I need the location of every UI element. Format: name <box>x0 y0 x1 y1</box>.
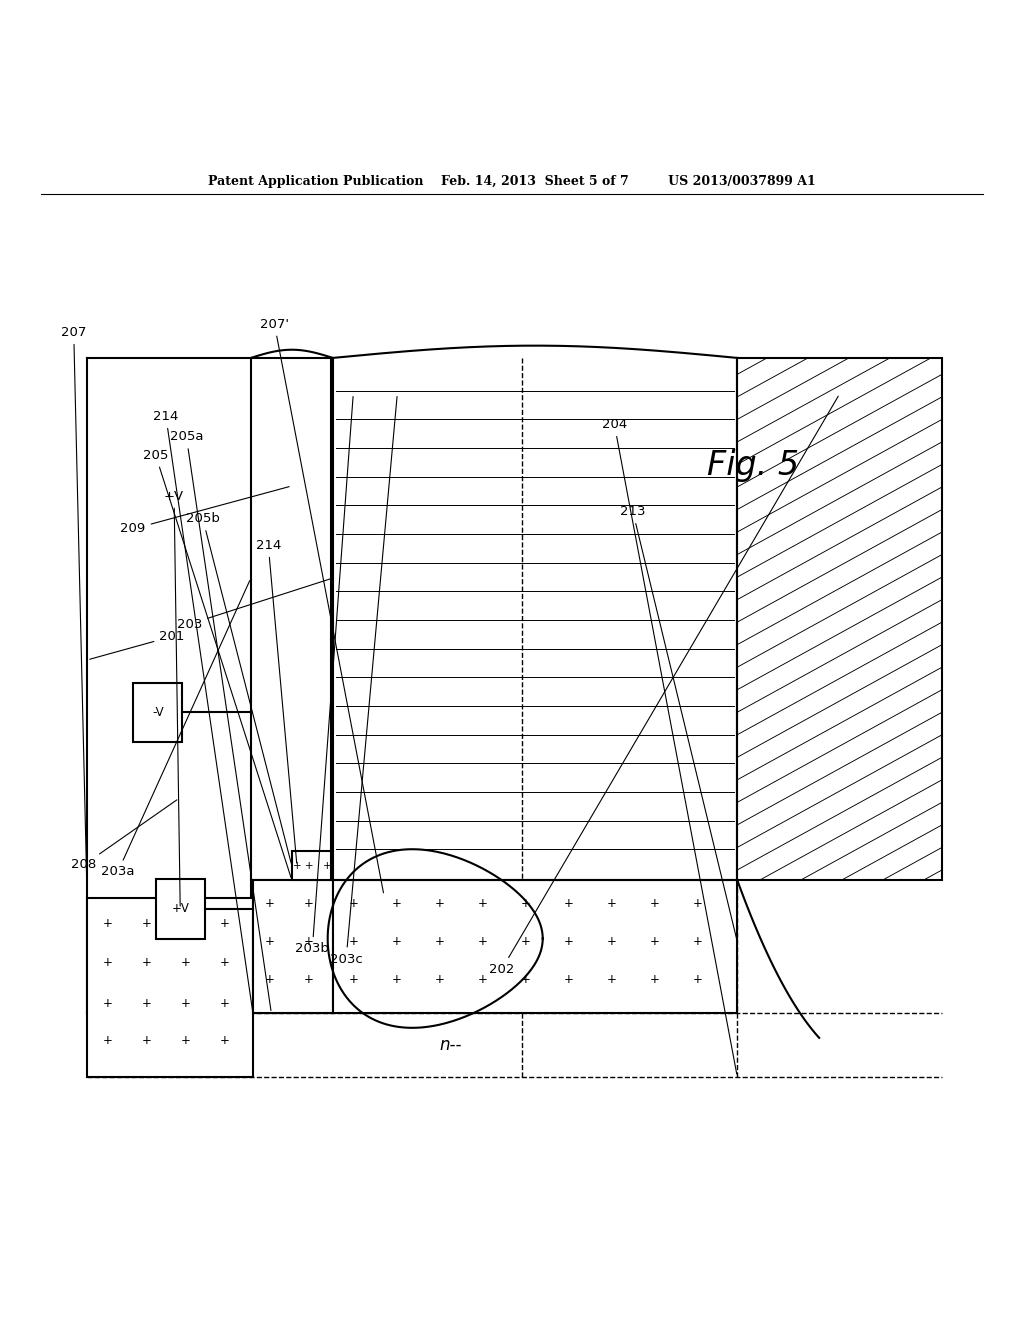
Text: 203: 203 <box>177 579 330 631</box>
Text: +: + <box>391 898 401 911</box>
Text: +: + <box>649 935 659 948</box>
Bar <box>251 358 331 880</box>
Text: 207': 207' <box>260 318 383 892</box>
Text: +: + <box>219 916 229 929</box>
Text: 209: 209 <box>121 487 289 536</box>
Text: +: + <box>391 973 401 986</box>
Bar <box>87 898 253 1077</box>
Bar <box>333 358 737 880</box>
Text: +: + <box>348 973 358 986</box>
Text: + +: + + <box>293 861 313 871</box>
Text: +: + <box>264 935 274 948</box>
Bar <box>737 358 942 880</box>
Text: +: + <box>102 956 113 969</box>
Text: +: + <box>324 861 332 871</box>
Text: +: + <box>563 973 573 986</box>
Text: +: + <box>102 916 113 929</box>
Text: Fig. 5: Fig. 5 <box>707 449 799 482</box>
Text: +: + <box>606 898 616 911</box>
Text: +: + <box>219 1035 229 1048</box>
Text: +: + <box>649 973 659 986</box>
Text: +: + <box>141 916 152 929</box>
Text: +: + <box>520 973 530 986</box>
Text: 214: 214 <box>154 409 253 1011</box>
Text: +: + <box>477 973 487 986</box>
Text: +V: +V <box>171 903 189 915</box>
Text: 203a: 203a <box>101 581 250 879</box>
Text: +: + <box>434 898 444 911</box>
Text: +: + <box>180 997 190 1010</box>
Text: Patent Application Publication    Feb. 14, 2013  Sheet 5 of 7         US 2013/00: Patent Application Publication Feb. 14, … <box>208 176 816 189</box>
Text: 213: 213 <box>621 506 736 939</box>
Text: +: + <box>303 898 313 911</box>
Text: +: + <box>520 935 530 948</box>
Text: 205a: 205a <box>170 430 271 1011</box>
Text: 204: 204 <box>602 418 736 1074</box>
Bar <box>333 880 737 1014</box>
Text: +: + <box>477 935 487 948</box>
Text: +: + <box>303 935 313 948</box>
Text: +: + <box>180 916 190 929</box>
Text: +: + <box>102 997 113 1010</box>
Text: +: + <box>434 935 444 948</box>
Text: +: + <box>141 1035 152 1048</box>
Bar <box>156 879 205 939</box>
Text: +: + <box>520 898 530 911</box>
Text: +V: +V <box>164 490 184 906</box>
Text: -V: -V <box>152 706 164 718</box>
Text: n--: n-- <box>439 1036 462 1055</box>
Text: +: + <box>264 898 274 911</box>
Text: +: + <box>102 1035 113 1048</box>
Text: +: + <box>692 898 702 911</box>
Text: 203b: 203b <box>295 396 353 956</box>
Text: +: + <box>219 956 229 969</box>
Bar <box>133 682 182 742</box>
Text: +: + <box>606 935 616 948</box>
Text: +: + <box>606 973 616 986</box>
Text: +: + <box>434 973 444 986</box>
Text: +: + <box>391 935 401 948</box>
Text: +: + <box>141 956 152 969</box>
Text: +: + <box>219 997 229 1010</box>
Text: +: + <box>649 898 659 911</box>
Text: +: + <box>180 956 190 969</box>
Text: 214: 214 <box>256 539 297 863</box>
Text: 205b: 205b <box>185 512 291 863</box>
Text: 203c: 203c <box>330 396 397 965</box>
Text: +: + <box>141 997 152 1010</box>
Text: +: + <box>692 935 702 948</box>
Text: 207: 207 <box>61 326 87 892</box>
Bar <box>292 851 331 880</box>
Text: +: + <box>348 898 358 911</box>
Text: +: + <box>692 973 702 986</box>
Bar <box>253 880 333 1014</box>
Text: +: + <box>264 973 274 986</box>
Text: +: + <box>348 935 358 948</box>
Bar <box>737 358 942 880</box>
Bar <box>737 358 942 880</box>
Text: 208: 208 <box>72 800 177 871</box>
Text: 202: 202 <box>489 396 839 975</box>
Text: +: + <box>477 898 487 911</box>
Text: +: + <box>303 973 313 986</box>
Text: 205: 205 <box>143 449 291 878</box>
Text: 201: 201 <box>90 630 184 659</box>
Text: +: + <box>563 898 573 911</box>
Text: +: + <box>180 1035 190 1048</box>
Text: +: + <box>563 935 573 948</box>
